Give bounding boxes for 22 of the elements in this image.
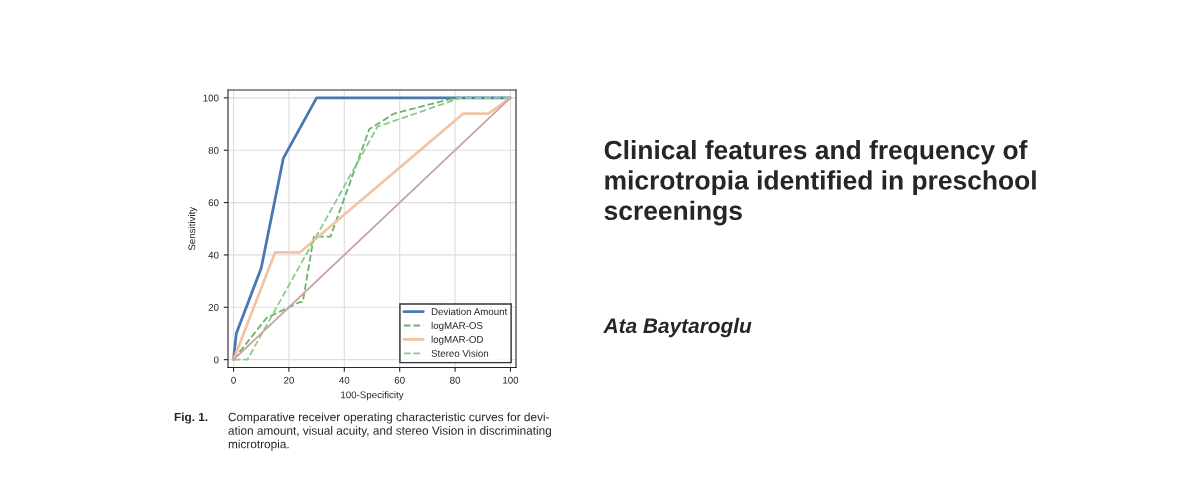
y-axis-title: Sensitivity <box>188 206 198 251</box>
x-axis-title: 100-Specificity <box>341 391 404 401</box>
x-tick-label: 0 <box>231 376 236 384</box>
caption: Fig. 1. <box>174 412 208 424</box>
legend-label: Deviation Amount <box>431 307 508 316</box>
text: Ata Baytaroglu <box>603 317 752 338</box>
x-tick-label: 20 <box>284 376 294 384</box>
text: Clinical features and frequency of microtropia identified in preschool screenings <box>604 140 1036 226</box>
legend-label: logMAR-OD <box>431 335 483 345</box>
y-tick-label: 60 <box>208 199 219 207</box>
y-tick-label: 80 <box>208 146 219 154</box>
y-tick-label: 0 <box>213 356 219 364</box>
text: Comparative receiver operating characteristic curves for devi- ation amount, visual acuity, and stereo Vision in discriminating microtropia. <box>228 412 551 451</box>
x-tick-label: 40 <box>339 376 350 384</box>
y-tick-label: 100 <box>203 94 219 102</box>
y-tick-label: 40 <box>208 251 219 259</box>
x-tick-label: 60 <box>394 376 405 384</box>
legend-label: Stereo Vision <box>431 349 489 357</box>
x-tick-label: 100 <box>503 376 519 384</box>
y-tick-label: 20 <box>208 304 219 311</box>
legend-label: logMAR-OS <box>431 321 483 331</box>
x-tick-label: 80 <box>450 376 461 384</box>
